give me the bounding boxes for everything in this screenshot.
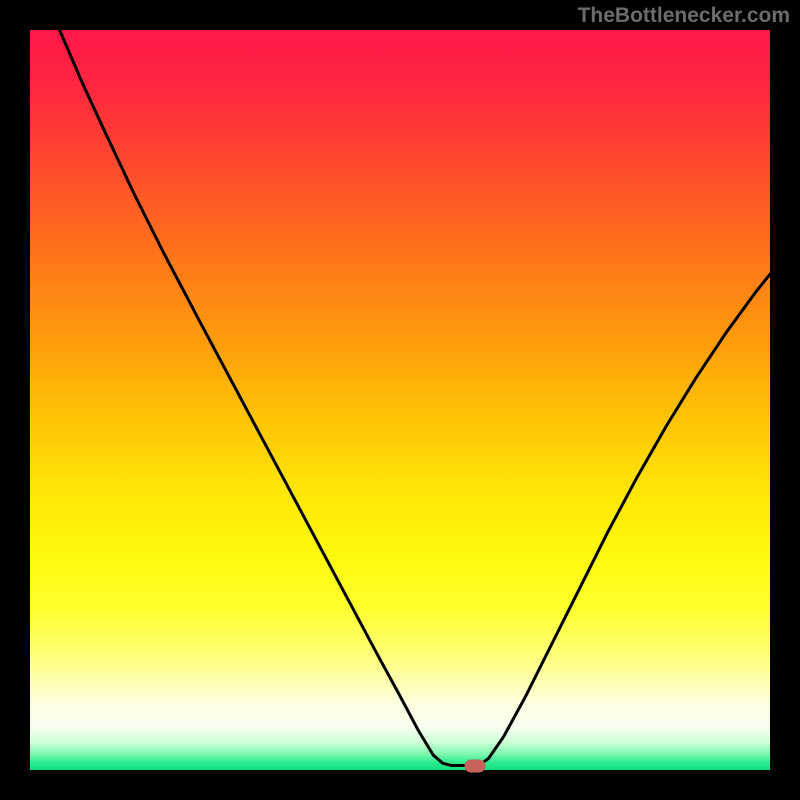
curve-path [60, 30, 770, 766]
chart-container: { "attribution": { "text": "TheBottlenec… [0, 0, 800, 800]
attribution-label: TheBottlenecker.com [578, 4, 790, 28]
bottleneck-curve [30, 30, 770, 770]
plot-area [30, 30, 770, 770]
optimum-marker [465, 759, 486, 772]
